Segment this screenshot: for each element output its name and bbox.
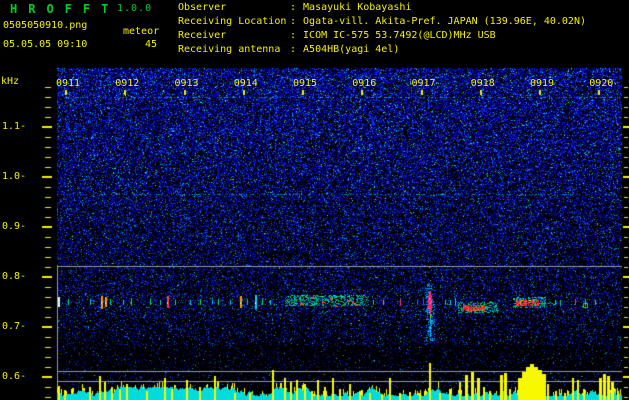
- info-value: A504HB(yagi 4el): [303, 44, 400, 55]
- freq-tick-label: 0.9-: [2, 221, 27, 232]
- time-tick-label: 0915: [293, 78, 318, 89]
- app-version: 1.0.0: [117, 3, 153, 14]
- info-value: ICOM IC-575 53.7492(@LCD)MHz USB: [303, 30, 496, 41]
- freq-tick-label: 1.0-: [2, 171, 27, 182]
- info-separator: :: [290, 2, 297, 13]
- info-separator: :: [290, 44, 297, 55]
- time-tick-label: 0914: [233, 78, 258, 89]
- info-label: Observer: [178, 2, 227, 13]
- time-tick-label: 0918: [470, 78, 495, 89]
- observation-datetime: 05.05.05 09:10: [3, 39, 88, 50]
- time-tick-label: 0919: [530, 78, 555, 89]
- info-value: Masayuki Kobayashi: [303, 2, 412, 13]
- info-row: Observer: Masayuki Kobayashi: [178, 3, 411, 13]
- info-label: Receiving Location: [178, 16, 287, 27]
- info-value: Ogata-vill. Akita-Pref. JAPAN (139.96E, …: [303, 16, 586, 27]
- time-tick-label: 0912: [115, 78, 140, 89]
- info-row: Receiver: ICOM IC-575 53.7492(@LCD)MHz US…: [178, 31, 496, 41]
- meteor-count: 45: [145, 39, 158, 50]
- output-filename: 0505050910.png: [3, 20, 88, 31]
- time-tick-label: 0911: [56, 78, 81, 89]
- freq-tick-label: 0.6-: [2, 371, 27, 382]
- info-row: Receiving antenna: A504HB(yagi 4el): [178, 45, 399, 55]
- time-tick-label: 0917: [411, 78, 436, 89]
- info-label: Receiving antenna: [178, 44, 281, 55]
- info-row: Receiving Location: Ogata-vill. Akita-Pre…: [178, 17, 586, 27]
- time-tick-label: 0916: [352, 78, 377, 89]
- freq-tick-label: 0.8-: [2, 271, 27, 282]
- freq-axis-unit: kHz: [1, 76, 20, 87]
- time-tick-label: 0920: [589, 78, 614, 89]
- info-separator: :: [290, 30, 297, 41]
- app-title: HROFFT: [10, 2, 120, 16]
- info-label: Receiver: [178, 30, 227, 41]
- time-tick-label: 0913: [174, 78, 199, 89]
- freq-tick-label: 1.1-: [2, 121, 27, 132]
- info-separator: :: [290, 16, 297, 27]
- freq-tick-label: 0.7-: [2, 321, 27, 332]
- observation-mode: meteor: [123, 26, 160, 37]
